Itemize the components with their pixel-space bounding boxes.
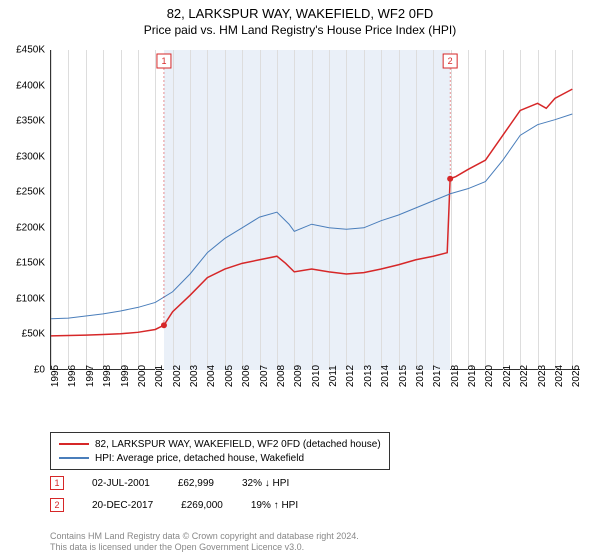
chart-area: 12 £0£50K£100K£150K£200K£250K£300K£350K£… <box>50 50 580 400</box>
legend-swatch <box>59 457 89 459</box>
plot-area: 12 <box>50 50 580 370</box>
legend: 82, LARKSPUR WAY, WAKEFIELD, WF2 0FD (de… <box>50 432 390 470</box>
sale-point-icon <box>161 322 167 328</box>
plot-svg: 12 <box>51 50 581 370</box>
x-tick-label: 2021 <box>502 365 513 387</box>
sale-marker-icon: 1 <box>50 476 64 490</box>
y-tick-label: £200K <box>5 222 45 233</box>
legend-item: 82, LARKSPUR WAY, WAKEFIELD, WF2 0FD (de… <box>59 437 381 451</box>
sale-marker-label: 1 <box>157 54 171 322</box>
x-tick-label: 2006 <box>241 365 252 387</box>
x-tick-label: 2011 <box>328 365 339 387</box>
x-tick-label: 2025 <box>571 365 582 387</box>
x-tick-label: 2019 <box>467 365 478 387</box>
x-tick-label: 2009 <box>293 365 304 387</box>
x-tick-label: 2005 <box>224 365 235 387</box>
y-tick-label: £400K <box>5 80 45 91</box>
sale-point-icon <box>447 176 453 182</box>
x-tick-label: 2001 <box>154 365 165 387</box>
x-tick-label: 1997 <box>85 365 96 387</box>
x-tick-label: 2023 <box>537 365 548 387</box>
sale-pct: 19% ↑ HPI <box>251 500 298 511</box>
x-tick-label: 1998 <box>102 365 113 387</box>
legend-label: HPI: Average price, detached house, Wake… <box>95 453 304 464</box>
sale-marker-label: 2 <box>443 54 457 176</box>
y-tick-label: £150K <box>5 258 45 269</box>
x-tick-label: 2007 <box>259 365 270 387</box>
sale-date: 20-DEC-2017 <box>92 500 153 511</box>
y-tick-label: £450K <box>5 45 45 56</box>
x-tick-label: 2020 <box>484 365 495 387</box>
y-tick-label: £100K <box>5 293 45 304</box>
x-tick-label: 2013 <box>363 365 374 387</box>
x-tick-label: 1996 <box>67 365 78 387</box>
x-tick-label: 1995 <box>50 365 61 387</box>
svg-text:1: 1 <box>161 56 166 66</box>
x-tick-label: 2012 <box>345 365 356 387</box>
sale-price: £269,000 <box>181 500 223 511</box>
x-tick-label: 2017 <box>432 365 443 387</box>
x-tick-label: 2024 <box>554 365 565 387</box>
series-price_paid <box>51 89 572 336</box>
footer-attribution: Contains HM Land Registry data © Crown c… <box>50 531 359 554</box>
legend-label: 82, LARKSPUR WAY, WAKEFIELD, WF2 0FD (de… <box>95 439 381 450</box>
x-tick-label: 2002 <box>172 365 183 387</box>
x-tick-label: 2018 <box>450 365 461 387</box>
x-tick-label: 1999 <box>120 365 131 387</box>
x-tick-label: 2003 <box>189 365 200 387</box>
x-tick-label: 2010 <box>311 365 322 387</box>
series-hpi <box>51 114 572 319</box>
y-tick-label: £0 <box>5 365 45 376</box>
y-tick-label: £300K <box>5 151 45 162</box>
x-tick-label: 2022 <box>519 365 530 387</box>
y-tick-label: £50K <box>5 329 45 340</box>
chart-title: 82, LARKSPUR WAY, WAKEFIELD, WF2 0FD <box>0 0 600 21</box>
x-tick-label: 2004 <box>206 365 217 387</box>
sale-price: £62,999 <box>178 478 214 489</box>
sale-marker-icon: 2 <box>50 498 64 512</box>
x-tick-label: 2015 <box>398 365 409 387</box>
y-tick-label: £250K <box>5 187 45 198</box>
sale-pct: 32% ↓ HPI <box>242 478 289 489</box>
y-tick-label: £350K <box>5 116 45 127</box>
legend-swatch <box>59 443 89 445</box>
chart-subtitle: Price paid vs. HM Land Registry's House … <box>0 21 600 37</box>
sale-row: 2 20-DEC-2017 £269,000 19% ↑ HPI <box>50 498 298 512</box>
legend-item: HPI: Average price, detached house, Wake… <box>59 451 381 465</box>
sale-date: 02-JUL-2001 <box>92 478 150 489</box>
x-tick-label: 2000 <box>137 365 148 387</box>
x-tick-label: 2016 <box>415 365 426 387</box>
sale-row: 1 02-JUL-2001 £62,999 32% ↓ HPI <box>50 476 289 490</box>
x-tick-label: 2008 <box>276 365 287 387</box>
x-tick-label: 2014 <box>380 365 391 387</box>
svg-text:2: 2 <box>448 56 453 66</box>
